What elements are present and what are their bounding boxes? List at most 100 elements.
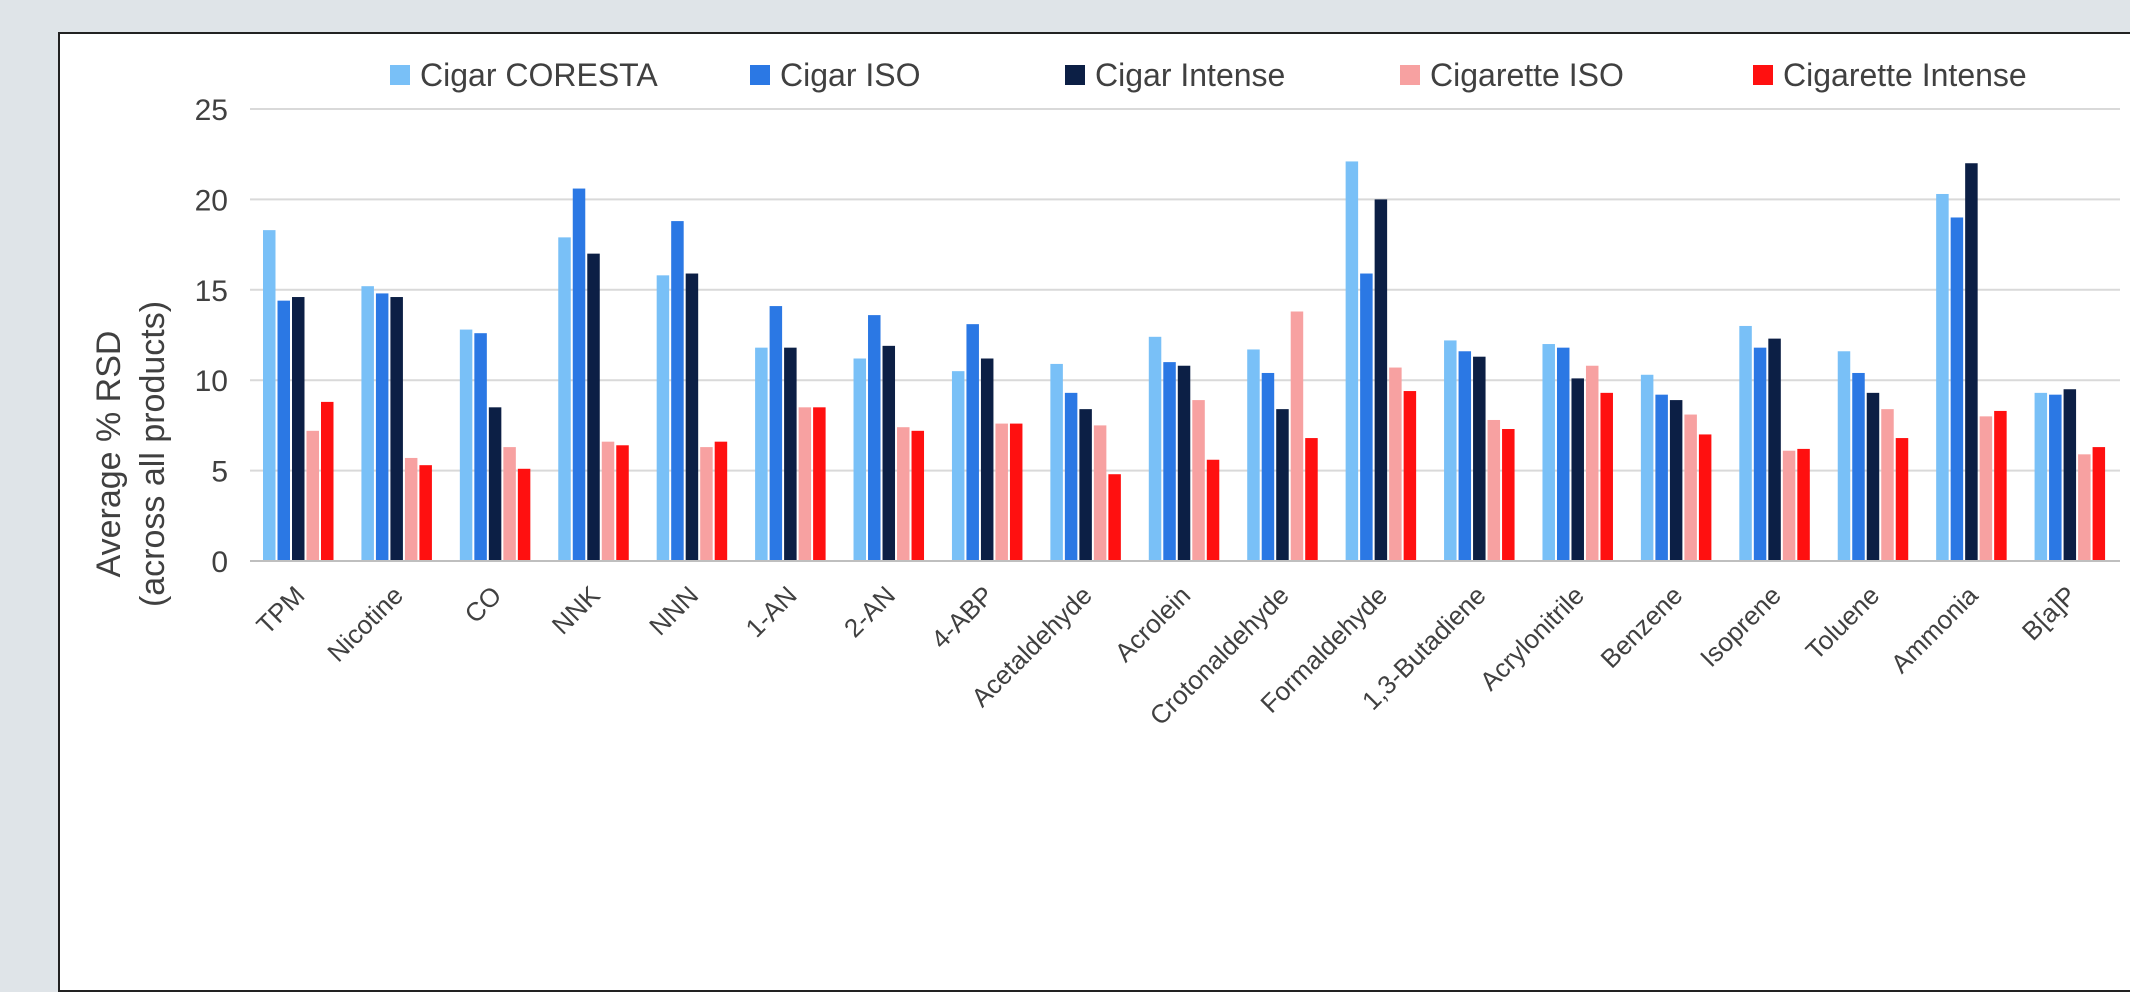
- bar: [1444, 340, 1457, 561]
- y-tick-label: 25: [195, 94, 228, 127]
- bar: [1739, 325, 1752, 561]
- bar-chart: 0 5 10 15 20 25 TPM Nicotine CO NNK NNN 1-AN 2-AN 4-A…: [90, 57, 2120, 731]
- bar: [375, 293, 389, 561]
- bar: [1797, 448, 1810, 561]
- y-axis-title-line-1: Average % RSD: [90, 331, 128, 578]
- bar: [1458, 351, 1472, 561]
- bar: [1965, 163, 1978, 562]
- bar: [292, 297, 305, 561]
- x-tick-label: NNN: [643, 580, 704, 641]
- bar: [1866, 392, 1880, 561]
- bar: [1571, 378, 1584, 561]
- bar: [1502, 429, 1515, 561]
- bar: [685, 273, 699, 561]
- bar: [1261, 372, 1275, 561]
- x-tick-label: B[a]P: [2016, 580, 2082, 646]
- bar: [1177, 365, 1191, 561]
- bar: [882, 345, 896, 561]
- x-tick-label: Benzene: [1595, 580, 1689, 674]
- bar: [2092, 447, 2106, 561]
- legend-label: Cigar ISO: [780, 57, 920, 93]
- bar: [1895, 438, 1909, 561]
- x-tick-label: 2-AN: [838, 580, 901, 643]
- bar: [1782, 450, 1796, 561]
- bar: [966, 324, 979, 561]
- x-tick-label: Acrylonitrile: [1474, 580, 1590, 696]
- y-tick-label: 0: [211, 546, 228, 579]
- bar: [755, 347, 768, 561]
- bar: [459, 329, 473, 561]
- bar: [1881, 409, 1894, 561]
- legend-label: Cigarette ISO: [1430, 57, 1624, 93]
- bar: [1403, 391, 1417, 561]
- x-tick-label: Ammonia: [1885, 580, 1984, 679]
- bar: [1698, 434, 1712, 561]
- bar: [1079, 409, 1092, 561]
- bar: [488, 407, 502, 561]
- bar: [517, 468, 531, 561]
- bar: [1950, 217, 1964, 562]
- legend-swatch: [1065, 65, 1085, 85]
- bar: [980, 358, 994, 561]
- bar: [1276, 409, 1289, 561]
- bar: [798, 407, 812, 561]
- bar: [868, 315, 881, 561]
- bar: [1345, 161, 1359, 561]
- bar: [656, 275, 670, 561]
- bar: [1487, 419, 1501, 561]
- bar: [2078, 454, 2091, 561]
- bar: [1389, 367, 1402, 561]
- y-tick-label: 10: [195, 365, 228, 398]
- bar: [503, 447, 516, 561]
- bar: [1374, 199, 1388, 561]
- bar: [671, 221, 684, 561]
- legend-swatch: [390, 65, 410, 85]
- bar: [474, 333, 487, 561]
- x-tick-label: Toluene: [1800, 580, 1886, 666]
- bar: [1163, 362, 1176, 561]
- bar: [1064, 392, 1078, 561]
- bar: [1556, 347, 1570, 561]
- bar: [361, 286, 374, 561]
- x-tick-label: TPM: [250, 580, 310, 640]
- bar: [911, 430, 925, 561]
- bar: [1936, 193, 1949, 561]
- bar: [813, 407, 826, 561]
- bar: [404, 457, 418, 561]
- chart-panel: 0 5 10 15 20 25 TPM Nicotine CO NNK NNN 1-AN 2-AN 4-A…: [58, 32, 2130, 992]
- x-tick-label: NNK: [546, 580, 606, 640]
- bar: [2049, 394, 2062, 561]
- bar: [2034, 392, 2048, 561]
- bar: [587, 253, 600, 561]
- bar: [616, 445, 629, 561]
- legend-swatch: [1400, 65, 1420, 85]
- bar: [1669, 400, 1683, 561]
- bar: [277, 300, 290, 561]
- bar: [263, 230, 276, 562]
- x-tick-label: 4-ABP: [925, 580, 999, 654]
- legend-label: Cigar CORESTA: [420, 57, 658, 93]
- bar: [1852, 372, 1865, 561]
- bar: [784, 347, 797, 561]
- bar: [1108, 474, 1121, 561]
- x-tick-label: CO: [459, 580, 508, 629]
- x-tick-label: 1-AN: [739, 580, 802, 643]
- x-tick-label: Acrolein: [1109, 580, 1197, 668]
- bar: [1009, 423, 1023, 561]
- y-tick-label: 15: [195, 275, 228, 308]
- bar: [1360, 273, 1373, 561]
- bar: [1206, 459, 1220, 561]
- bar: [1768, 338, 1781, 561]
- x-tick-label: Nicotine: [321, 580, 409, 668]
- legend: Cigar CORESTA Cigar ISO Cigar Intense Cigar…: [390, 57, 2027, 93]
- bar: [897, 427, 910, 561]
- bar: [1684, 414, 1697, 561]
- x-tick-label: Isoprene: [1694, 580, 1787, 673]
- bar: [995, 423, 1008, 561]
- bar: [390, 297, 403, 561]
- bar: [1837, 351, 1851, 561]
- bar: [419, 465, 432, 561]
- bar: [1473, 356, 1486, 561]
- bar: [1979, 416, 1993, 561]
- bar: [306, 430, 319, 561]
